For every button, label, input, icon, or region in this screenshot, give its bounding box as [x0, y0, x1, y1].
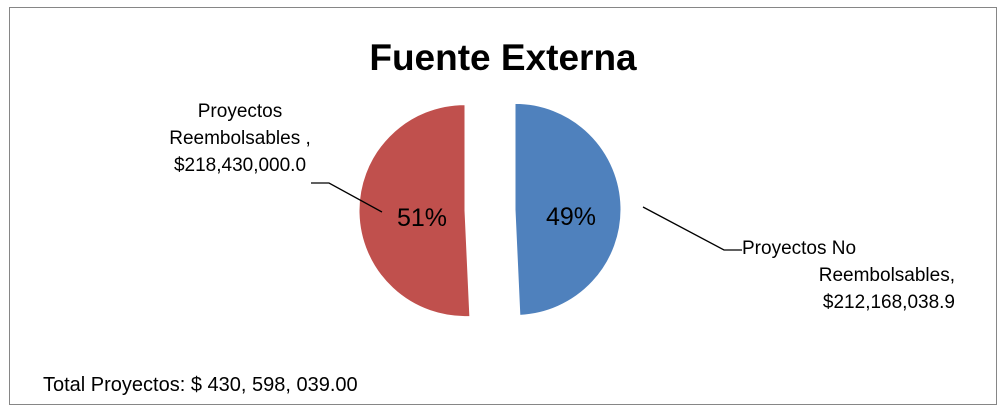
- slice-label-line: Reembolsables,: [818, 265, 955, 286]
- slice-label-reembolsables: Proyectos Reembolsables , $218,430,000.0: [135, 98, 345, 179]
- slice-label-line: Proyectos: [197, 101, 283, 122]
- leader-line-reembolsables: [311, 182, 383, 213]
- total-projects-text: Total Proyectos: $ 430, 598, 039.00: [43, 374, 358, 396]
- chart-frame: [9, 7, 997, 405]
- slice-label-line: $212,168,038.9: [822, 292, 955, 313]
- slice-label-line: $218,430,000.0: [173, 155, 307, 176]
- slice-percent-reembolsables: 51%: [397, 204, 448, 232]
- slice-percent-no-reembolsables: 49%: [546, 203, 597, 231]
- leader-line-no-reembolsables: [642, 206, 742, 251]
- pie-slice-reembolsables: [358, 104, 471, 318]
- pie-slice-no-reembolsables: [514, 102, 622, 316]
- slice-label-line: Reembolsables ,: [169, 128, 311, 149]
- slice-label-line: Proyectos No: [742, 238, 857, 259]
- slice-label-no-reembolsables: Proyectos No Reembolsables, $212,168,038…: [720, 235, 955, 316]
- chart-title: Fuente Externa: [369, 37, 637, 78]
